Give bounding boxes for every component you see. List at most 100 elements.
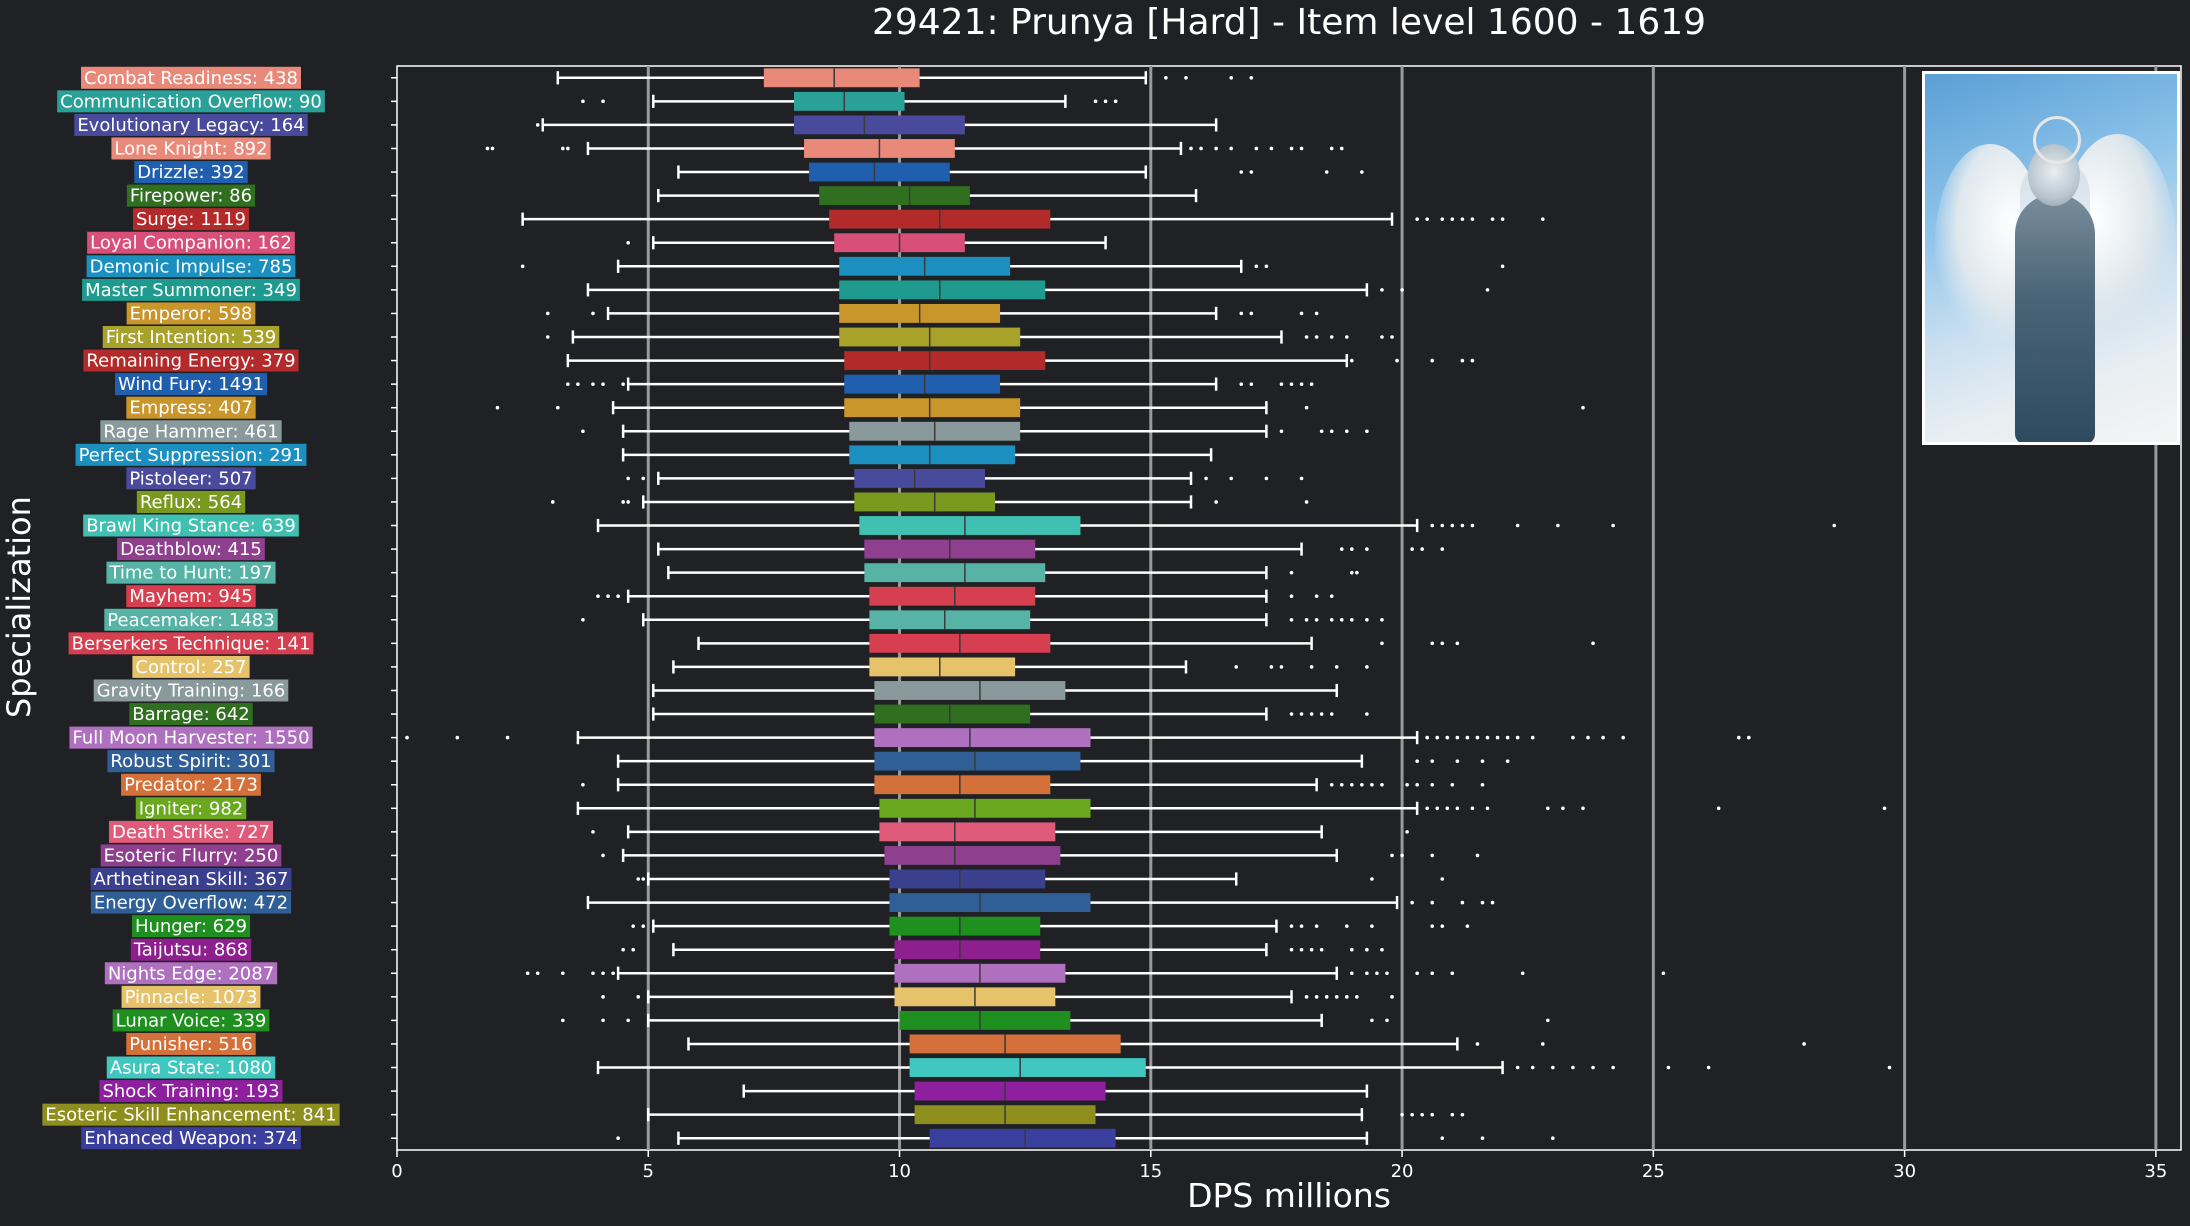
category-label-background [83,514,299,537]
category-label: Emperor: 598 [130,303,253,324]
category-label-background [69,726,313,749]
box [763,68,920,88]
outlier-point [1475,1042,1480,1046]
category-label: Lunar Voice: 339 [116,1010,267,1031]
x-axis-label: DPS millions [1187,1176,1391,1215]
outlier-point [636,995,641,999]
outlier-point [1882,806,1887,811]
category-label: Empress: 407 [129,398,252,419]
outlier-point [455,735,460,740]
outlier-point [626,476,630,481]
outlier-point [611,971,615,976]
category-label-background [129,703,253,726]
outlier-point [1480,782,1485,787]
outlier-point [550,500,555,504]
outlier-point [1706,1065,1711,1070]
outlier-point [1304,335,1309,339]
outlier-point [1500,264,1505,269]
outlier-point [1591,641,1595,646]
x-tick-label: 10 [888,1161,911,1182]
outlier-point [1299,924,1304,928]
category-label-background [93,679,289,702]
outlier-point [1591,1065,1595,1070]
category-label: Esoteric Flurry: 250 [104,845,279,866]
outlier-point [1450,1112,1455,1117]
box [909,1058,1146,1077]
outlier-point [1329,782,1334,787]
outlier-point [1309,665,1314,669]
outlier-point [1515,735,1520,740]
x-tick-label: 20 [1391,1161,1414,1182]
outlier-point [1093,99,1098,104]
outlier-point [1229,75,1234,80]
outlier-point [566,146,570,151]
box [864,563,1046,583]
category-label: Reflux: 564 [140,492,242,513]
outlier-point [1299,947,1304,952]
outlier-point [561,971,565,976]
outlier-point [1551,1065,1555,1070]
outlier-point [561,1018,565,1023]
box [844,351,1046,370]
outlier-point [1365,547,1369,551]
outlier-point [1500,217,1505,221]
outlier-point [1304,995,1309,999]
outlier-point [1485,735,1490,740]
outlier-point [1380,782,1384,787]
box [794,91,905,111]
category-label: Wind Fury: 1491 [118,374,264,395]
outlier-point [1113,99,1118,104]
category-label-background [126,302,256,325]
outlier-point [1410,547,1414,551]
outlier-point [1289,146,1294,151]
outlier-point [1450,971,1455,976]
outlier-point [1324,170,1329,174]
x-tick-label: 30 [1893,1161,1916,1182]
outlier-point [1299,382,1304,386]
category-label: Drizzle: 392 [137,162,244,183]
outlier-point [495,405,500,410]
outlier-point [1395,358,1399,363]
category-label: Energy Overflow: 472 [94,893,288,914]
category-label: Master Summoner: 349 [85,280,297,301]
outlier-point [1465,924,1470,928]
outlier-point [1385,1018,1389,1023]
category-label: Perfect Suppression: 291 [79,445,304,466]
outlier-point [1390,853,1394,858]
outlier-point [1339,782,1344,787]
outlier-point [1319,429,1324,434]
category-label: Demonic Impulse: 785 [90,256,293,277]
outlier-point [631,924,635,928]
outlier-point [405,735,409,740]
outlier-point [1304,500,1309,504]
outlier-point [1802,1042,1806,1046]
outlier-point [1460,1112,1465,1117]
outlier-point [566,382,570,386]
box [914,1081,1106,1101]
outlier-point [1832,523,1837,528]
category-label-background [87,231,295,254]
outlier-point [1440,547,1445,551]
box [879,822,1056,842]
outlier-point [601,99,605,104]
outlier-point [1425,806,1429,811]
box [929,1128,1116,1148]
outlier-point [1455,641,1460,646]
outlier-point [556,405,560,410]
outlier-point [1249,382,1254,386]
outlier-point [1319,712,1324,716]
box [839,280,1046,300]
outlier-point [591,830,595,834]
outlier-point [1355,995,1359,999]
outlier-point [1430,523,1435,528]
outlier-point [1460,217,1465,221]
category-label-background [100,844,282,867]
outlier-point [601,971,605,976]
outlier-point [1324,995,1329,999]
outlier-point [1430,641,1435,646]
outlier-point [1380,335,1384,339]
outlier-point [1350,570,1354,575]
outlier-point [1581,806,1585,811]
box [874,704,1031,724]
